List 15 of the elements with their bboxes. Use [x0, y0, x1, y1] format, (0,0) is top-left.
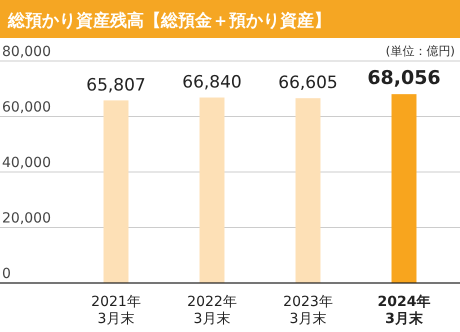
data-label: 68,056 [367, 67, 441, 90]
x-tick-label: 2023年 3月末 [283, 294, 333, 327]
y-tick-label: 80,000 [2, 44, 51, 60]
y-tick-label: 20,000 [2, 210, 51, 226]
y-tick-label: 0 [2, 266, 11, 282]
x-tick-label: 2021年 3月末 [91, 294, 141, 327]
chart-title: 総預かり資産残高【総預金＋預かり資産】 [7, 11, 331, 31]
data-label: 65,807 [86, 75, 146, 96]
x-tick-label: 2022年 3月末 [187, 294, 237, 327]
data-label: 66,605 [278, 73, 338, 94]
x-tick-label: 2024年 3月末 [378, 294, 430, 327]
text: (単位：億円) [386, 44, 455, 58]
data-label: 66,840 [182, 72, 242, 93]
y-tick-label: 40,000 [2, 155, 51, 171]
y-tick-label: 60,000 [2, 100, 51, 116]
